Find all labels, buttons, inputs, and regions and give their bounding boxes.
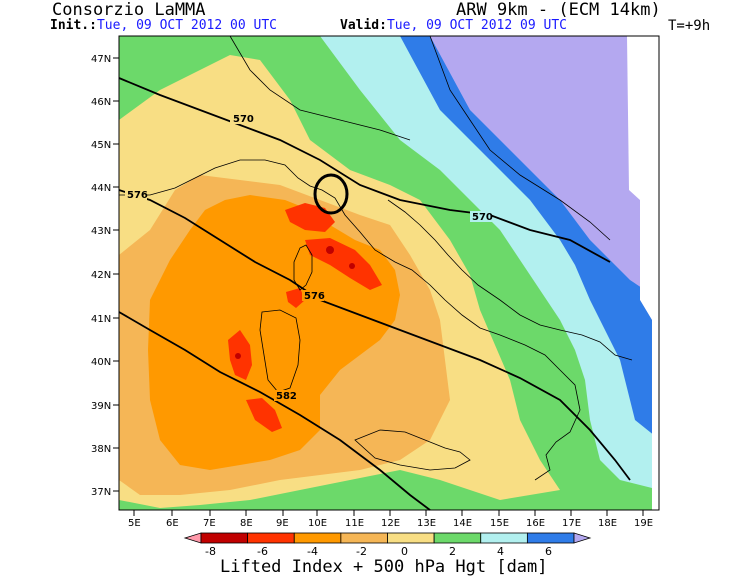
lon-tick-9e: 9E [276, 518, 289, 529]
lat-tick-47n: 47N [91, 54, 111, 65]
lon-tick-15e: 15E [490, 518, 509, 529]
lat-tick-46n: 46N [91, 97, 111, 108]
model-title: ARW 9km - (ECM 14km) [456, 0, 661, 20]
lon-tick-7e: 7E [203, 518, 216, 529]
colorbar-labels: -8 -6 -4 -2 0 2 4 6 [205, 545, 552, 558]
height-contours [118, 77, 631, 511]
lon-tick-18e: 18E [598, 518, 617, 529]
lon-tick-10e: 10E [308, 518, 327, 529]
colorbar-tick-m4: -4 [307, 545, 318, 558]
contour-label-570-b: 570 [472, 212, 493, 223]
colorbar-tick-2: 2 [449, 545, 456, 558]
lat-tick-37n: 37N [91, 487, 111, 498]
lat-tick-38n: 38N [91, 444, 111, 455]
init-time: Init.:Tue, 09 OCT 2012 00 UTC [50, 18, 277, 33]
lon-tick-11e: 11E [345, 518, 364, 529]
colorbar [183, 532, 592, 544]
organization-title: Consorzio LaMMA [52, 0, 206, 20]
colorbar-title: Lifted Index + 500 hPa Hgt [dam] [220, 557, 548, 577]
longitude-axis: 5E 6E 7E 8E 9E 10E 11E 12E 13E 14E 15E 1… [128, 510, 653, 529]
contour-582 [118, 311, 431, 511]
colorbar-tick-m6: -6 [257, 545, 268, 558]
lat-tick-39n: 39N [91, 401, 111, 412]
lon-tick-12e: 12E [381, 518, 400, 529]
colorbar-swatch-4 [340, 532, 388, 544]
contour-570-north [118, 77, 611, 263]
lon-tick-8e: 8E [240, 518, 253, 529]
init-value: Tue, 09 OCT 2012 00 UTC [96, 18, 277, 33]
lon-tick-17e: 17E [562, 518, 581, 529]
colorbar-swatch-1 [200, 532, 249, 544]
colorbar-tick-6: 6 [545, 545, 552, 558]
colorbar-tick-m8: -8 [205, 545, 216, 558]
field-red-5 [246, 398, 282, 432]
field-dark-red-1 [326, 246, 334, 254]
map-border [118, 35, 660, 511]
lifted-index-field [119, 36, 652, 510]
field-red-2 [305, 238, 382, 290]
field-dark-red-2 [349, 263, 355, 269]
contour-label-582: 582 [276, 391, 297, 402]
colorbar-swatch-7 [480, 532, 528, 544]
colorbar-swatch-3 [293, 532, 342, 544]
contour-label-570-a: 570 [233, 114, 254, 125]
lon-tick-14e: 14E [453, 518, 472, 529]
colorbar-swatch-6 [433, 532, 482, 544]
lat-tick-45n: 45N [91, 140, 111, 151]
colorbar-swatch-low [183, 532, 202, 544]
colorbar-swatch-2 [247, 532, 295, 544]
lat-tick-42n: 42N [91, 270, 111, 281]
lon-tick-5e: 5E [128, 518, 141, 529]
colorbar-tick-m2: -2 [356, 545, 367, 558]
lon-tick-19e: 19E [634, 518, 653, 529]
init-label: Init.: [50, 18, 97, 33]
colorbar-swatch-high [573, 532, 592, 544]
colorbar-swatch-5 [387, 532, 435, 544]
contour-label-576-a: 576 [127, 190, 148, 201]
valid-label: Valid: [340, 18, 387, 33]
lat-tick-40n: 40N [91, 357, 111, 368]
valid-time: Valid:Tue, 09 OCT 2012 09 UTC [340, 18, 567, 33]
lat-tick-41n: 41N [91, 314, 111, 325]
latitude-axis: 47N 46N 45N 44N 43N 42N 41N 40N 39N 38N … [91, 54, 119, 498]
lon-tick-16e: 16E [526, 518, 545, 529]
coastlines [119, 35, 633, 481]
valid-value: Tue, 09 OCT 2012 09 UTC [386, 18, 567, 33]
highlight-circle [313, 173, 349, 215]
contour-labels: 570 576 570 576 582 [125, 113, 493, 402]
contour-576 [118, 189, 631, 481]
colorbar-tick-4: 4 [497, 545, 504, 558]
forecast-step: T=+9h [668, 18, 711, 34]
colorbar-tick-0: 0 [401, 545, 408, 558]
field-red-3 [286, 288, 305, 308]
lon-tick-6e: 6E [166, 518, 179, 529]
lat-tick-44n: 44N [91, 183, 111, 194]
colorbar-swatch-8 [526, 532, 575, 544]
lon-tick-13e: 13E [417, 518, 436, 529]
contour-label-576-b: 576 [304, 291, 325, 302]
field-dark-red-3 [235, 353, 241, 359]
lat-tick-43n: 43N [91, 226, 111, 237]
